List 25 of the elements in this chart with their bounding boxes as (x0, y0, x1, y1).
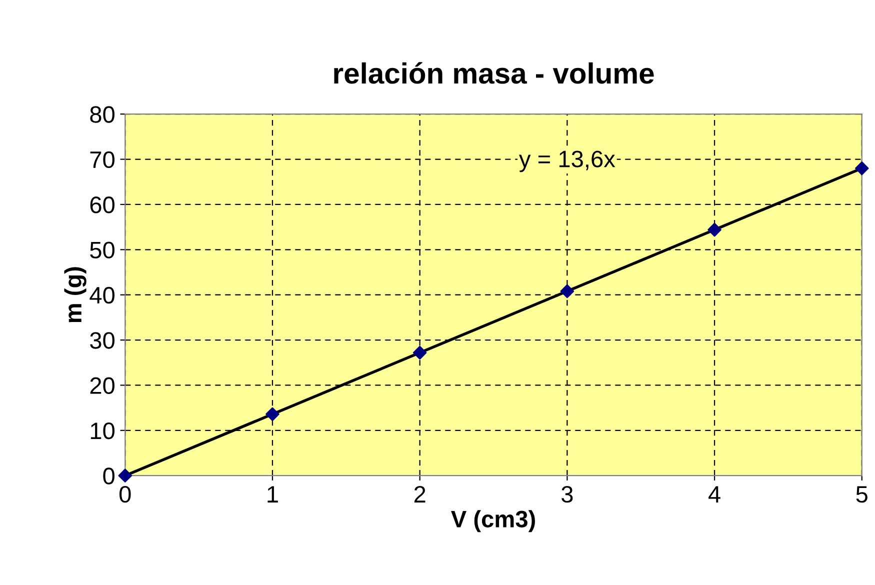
chart-title: relación masa - volume (334, 62, 654, 84)
point (560, 284, 574, 298)
x-tick-label: 2 (414, 486, 426, 502)
x-tick-label: 0 (119, 486, 131, 503)
point (854, 161, 869, 176)
y-tick-label: 20 (90, 377, 114, 394)
annotation: y = 13,6x (519, 150, 616, 172)
y-tick-label: 70 (90, 151, 114, 168)
y-tick-label: 50 (90, 242, 114, 258)
x-axis-title: V (cm3) (451, 510, 535, 532)
point (708, 222, 722, 237)
y-tick-label: 30 (90, 332, 114, 349)
y-axis-title: m (g) (64, 267, 86, 322)
y-tick-label: 60 (90, 196, 114, 214)
x-tick-label: 5 (856, 486, 868, 503)
point (118, 468, 132, 483)
y-tick-label: 80 (90, 106, 114, 123)
x-tick-label: 4 (708, 486, 720, 502)
point (412, 346, 427, 360)
x-tick-label: 3 (562, 486, 573, 503)
y-tick-label: 0 (103, 468, 114, 484)
x-tick-label: 1 (268, 486, 278, 502)
point (266, 407, 280, 422)
y-tick-label: 40 (90, 286, 114, 304)
y-tick-label: 10 (90, 422, 114, 440)
